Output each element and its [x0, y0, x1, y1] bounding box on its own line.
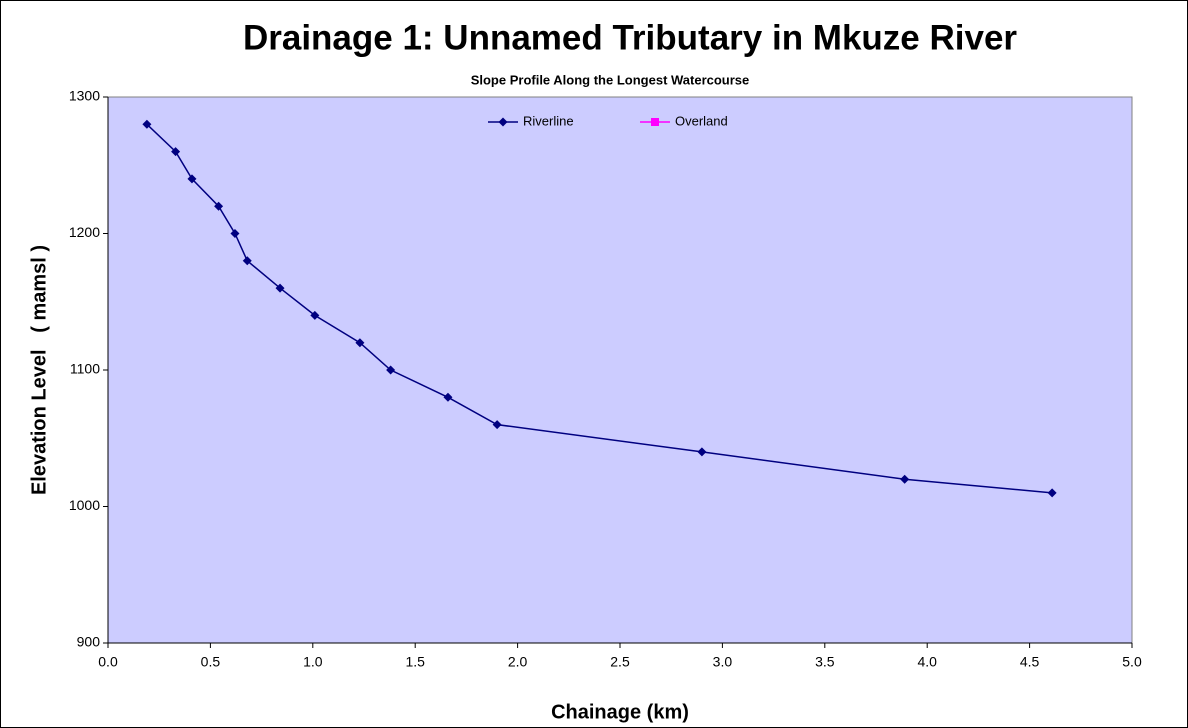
- x-tick-label: 3.0: [713, 654, 733, 670]
- x-tick-label: 2.5: [610, 654, 630, 670]
- x-tick-label: 3.5: [815, 654, 835, 670]
- legend-marker: [651, 118, 659, 126]
- data-point: [1047, 488, 1057, 498]
- data-point: [242, 256, 252, 266]
- data-point: [900, 474, 910, 484]
- y-tick-label: 1300: [69, 88, 100, 104]
- legend-label: Overland: [675, 113, 728, 128]
- data-point: [171, 147, 181, 157]
- x-tick-label: 1.5: [405, 654, 425, 670]
- chart-subtitle: Slope Profile Along the Longest Watercou…: [471, 72, 750, 87]
- data-point: [443, 392, 453, 402]
- x-tick-label: 5.0: [1122, 654, 1142, 670]
- data-point: [697, 447, 707, 457]
- y-tick-label: 900: [77, 634, 101, 650]
- x-tick-label: 4.0: [917, 654, 937, 670]
- x-axis-label: Chainage (km): [551, 701, 689, 723]
- y-tick-label: 1000: [69, 497, 100, 513]
- data-point: [275, 283, 285, 293]
- x-tick-label: 0.0: [98, 654, 118, 670]
- data-point: [230, 229, 240, 238]
- data-point: [492, 420, 502, 430]
- data-point: [386, 365, 396, 375]
- data-point: [187, 174, 197, 184]
- x-tick-label: 2.0: [508, 654, 528, 670]
- y-tick-label: 1200: [69, 224, 100, 240]
- y-axis-label: Elevation Level ( mamsl ): [28, 245, 50, 495]
- chart-title: Drainage 1: Unnamed Tributary in Mkuze R…: [243, 18, 1017, 57]
- data-point: [355, 338, 365, 348]
- data-point: [214, 201, 224, 211]
- data-point: [142, 119, 152, 129]
- legend-label: Riverline: [523, 113, 574, 128]
- x-tick-label: 1.0: [303, 654, 323, 670]
- y-tick-label: 1100: [70, 361, 100, 377]
- legend-marker: [498, 117, 508, 127]
- data-point: [310, 310, 320, 320]
- x-tick-label: 4.5: [1020, 654, 1040, 670]
- plot-area: [107, 96, 1133, 644]
- x-tick-label: 0.5: [201, 654, 221, 670]
